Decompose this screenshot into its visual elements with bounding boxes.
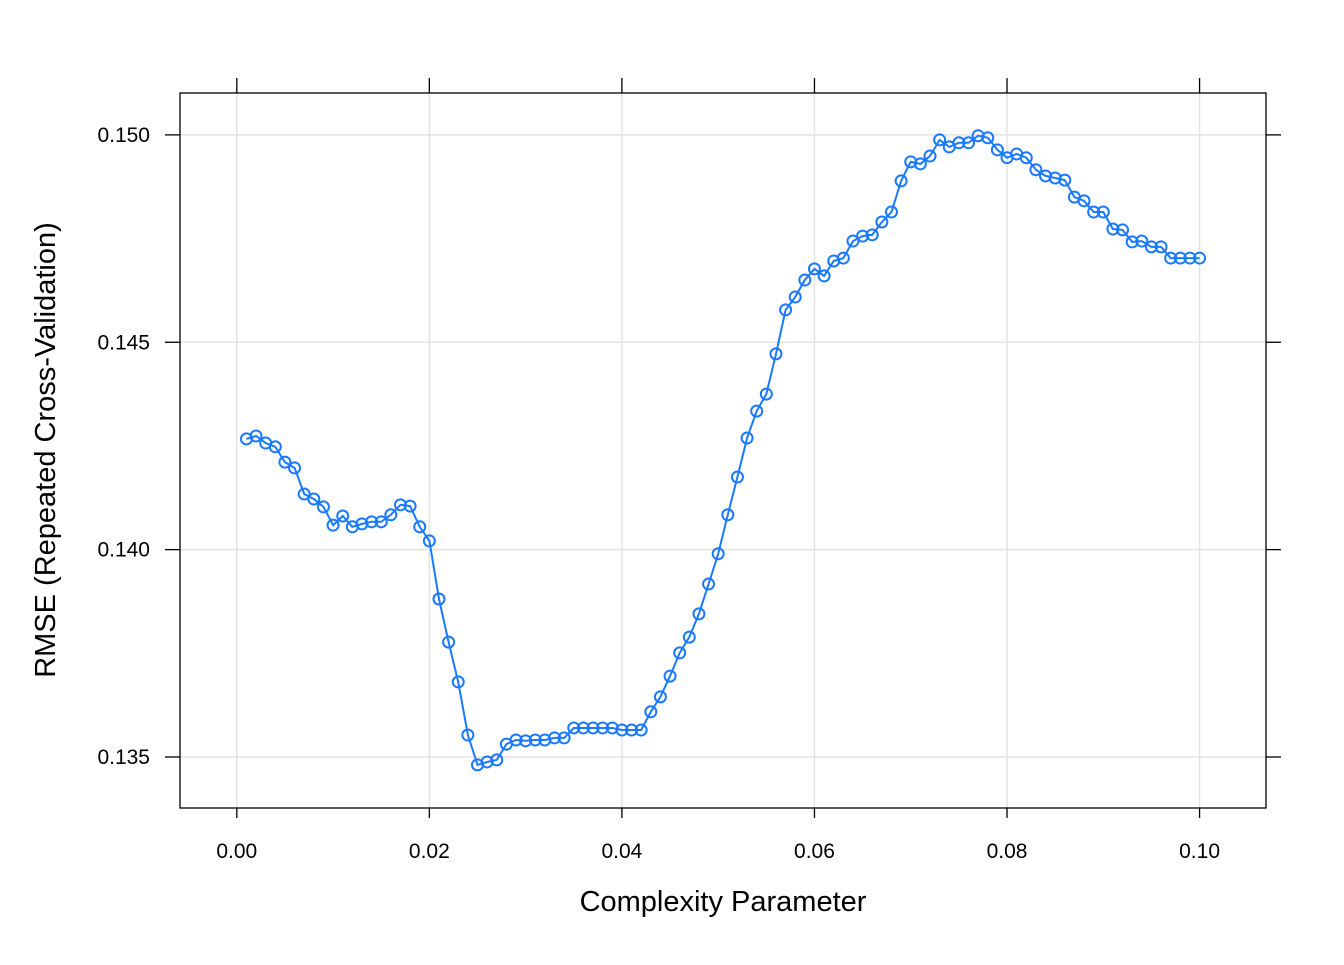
y-tick-label: 0.150 <box>97 124 150 147</box>
data-point <box>1058 173 1072 187</box>
data-point <box>490 753 504 767</box>
y-tick-label: 0.145 <box>97 331 150 354</box>
y-tick-label: 0.135 <box>97 746 150 769</box>
data-point <box>923 149 937 163</box>
data-point <box>509 733 523 747</box>
data-point <box>278 455 292 469</box>
data-point <box>1019 151 1033 165</box>
data-point <box>788 290 802 304</box>
data-point <box>759 387 773 401</box>
data-point <box>586 721 600 735</box>
data-point <box>653 690 667 704</box>
data-point <box>374 515 388 529</box>
data-point <box>1077 194 1091 208</box>
data-point <box>393 498 407 512</box>
y-axis-label: RMSE (Repeated Cross-Validation) <box>30 222 62 678</box>
data-point <box>933 133 947 147</box>
data-point <box>1029 163 1043 177</box>
data-point <box>1135 234 1149 248</box>
x-tick-label: 0.10 <box>1179 840 1220 863</box>
data-point <box>528 733 542 747</box>
data-point <box>1096 205 1110 219</box>
data-point <box>1193 251 1207 265</box>
data-point <box>990 143 1004 157</box>
data-point <box>576 721 590 735</box>
data-point <box>519 734 533 748</box>
data-point <box>596 721 610 735</box>
data-point <box>548 731 562 745</box>
data-point <box>750 404 764 418</box>
data-point <box>865 228 879 242</box>
data-point <box>634 723 648 737</box>
data-point <box>1173 251 1187 265</box>
data-point <box>288 461 302 475</box>
data-point <box>422 534 436 548</box>
data-point <box>625 723 639 737</box>
data-point <box>682 630 696 644</box>
data-point <box>307 492 321 506</box>
data-point <box>365 515 379 529</box>
x-tick-label: 0.04 <box>601 840 642 863</box>
data-point <box>1106 222 1120 236</box>
data-point <box>962 136 976 150</box>
data-point <box>268 440 282 454</box>
data-point <box>413 520 427 534</box>
data-point <box>856 229 870 243</box>
data-point <box>673 646 687 660</box>
data-point <box>336 509 350 523</box>
data-point <box>384 508 398 522</box>
data-point <box>884 205 898 219</box>
data-point <box>461 728 475 742</box>
data-point <box>1154 240 1168 254</box>
data-point <box>1125 235 1139 249</box>
data-point <box>442 635 456 649</box>
series <box>239 129 1207 772</box>
data-point <box>817 269 831 283</box>
data-point <box>615 723 629 737</box>
data-point <box>721 508 735 522</box>
data-point <box>913 157 927 171</box>
data-point <box>952 136 966 150</box>
data-point <box>326 518 340 532</box>
data-point <box>711 547 725 561</box>
data-point <box>740 431 754 445</box>
data-point <box>702 577 716 591</box>
data-point <box>249 429 263 443</box>
data-point <box>432 592 446 606</box>
data-point <box>779 303 793 317</box>
data-point <box>1116 223 1130 237</box>
data-point <box>798 273 812 287</box>
data-point <box>316 500 330 514</box>
data-point <box>1183 251 1197 265</box>
axis-ticks: 0.00 0.02 0.04 0.06 0.08 0.10 0.135 0.140 0.145 0… <box>97 78 1281 863</box>
data-point <box>981 131 995 145</box>
data-point <box>875 215 889 229</box>
plot-frame <box>179 92 1267 809</box>
data-point <box>663 669 677 683</box>
data-point <box>1087 205 1101 219</box>
data-point <box>451 675 465 689</box>
x-tick-label: 0.06 <box>794 840 835 863</box>
data-point <box>836 251 850 265</box>
x-tick-label: 0.00 <box>216 840 257 863</box>
grid <box>180 93 1266 808</box>
data-point <box>692 607 706 621</box>
x-tick-label: 0.02 <box>409 840 450 863</box>
data-point <box>730 470 744 484</box>
series-line <box>246 134 1200 767</box>
data-point <box>403 499 417 513</box>
data-point <box>807 262 821 276</box>
data-point <box>894 174 908 188</box>
data-point <box>769 347 783 361</box>
data-point <box>567 721 581 735</box>
y-tick-label: 0.140 <box>97 539 150 562</box>
data-point <box>1164 251 1178 265</box>
data-point <box>644 705 658 719</box>
x-axis-label: Complexity Parameter <box>580 886 867 918</box>
data-point <box>1144 240 1158 254</box>
data-point <box>557 731 571 745</box>
x-tick-label: 0.08 <box>987 840 1028 863</box>
